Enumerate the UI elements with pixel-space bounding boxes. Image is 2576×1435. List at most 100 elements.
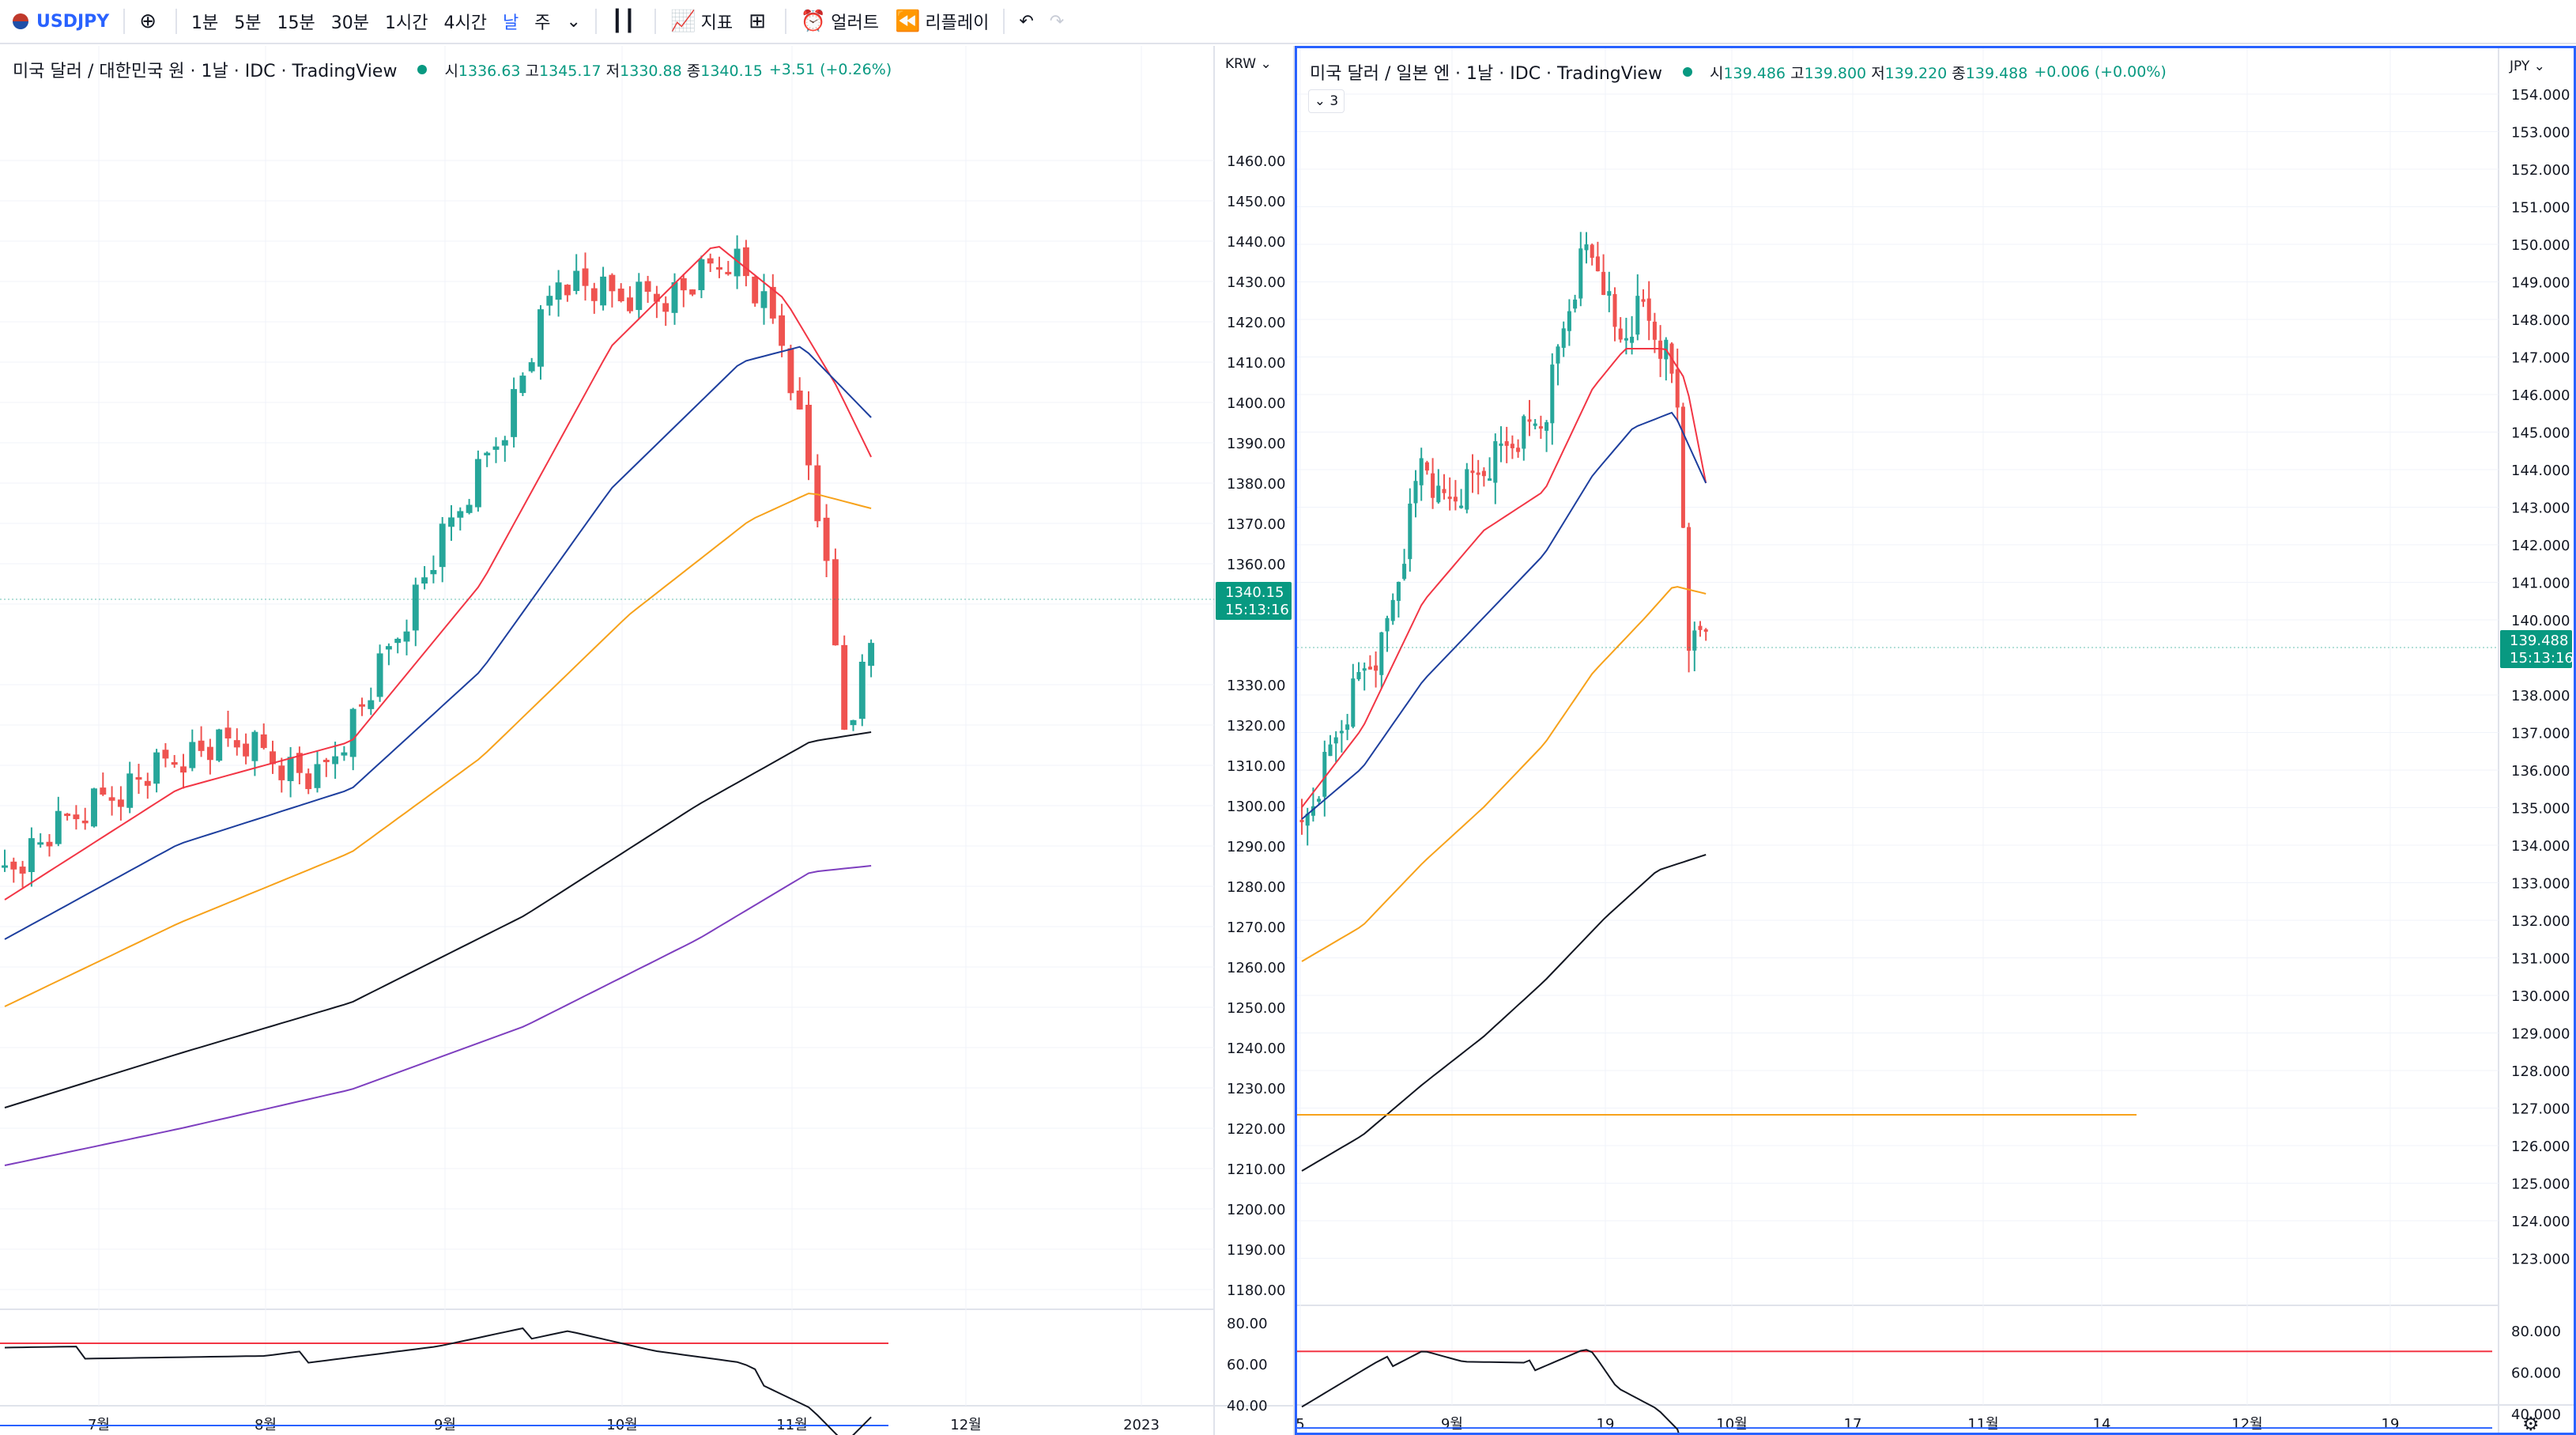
usdkrw-title[interactable]: 미국 달러 / 대한민국 원 · 1날 · IDC · TradingView <box>13 62 398 81</box>
candle <box>707 258 714 264</box>
chart-type-button[interactable]: ┃┃ <box>603 0 648 43</box>
usdkrw-chart-canvas[interactable]: KRW ⌄ 1460.00 1450.00 1440.00 1430.00 1420.00… <box>0 46 1293 1435</box>
pane-divider[interactable] <box>1293 46 1295 1435</box>
redo-button[interactable]: ↷ <box>1042 0 1072 43</box>
compare-button[interactable]: ⊕ <box>131 0 169 43</box>
price-tick-label: 148.000 <box>2511 312 2570 329</box>
collapse-indicators-button[interactable]: ⌄ 3 <box>1308 89 1345 113</box>
price-tick-label: 142.000 <box>2511 538 2570 554</box>
candle <box>1624 338 1628 341</box>
candle <box>1476 472 1480 475</box>
chart-pane-usdjpy[interactable]: JPY ⌄ 154.000 153.000 152.000 151.000 150.000… <box>1295 46 2576 1435</box>
candle <box>198 740 205 751</box>
candle <box>1510 444 1514 448</box>
price-tick-label: 1290.00 <box>1227 839 1285 855</box>
interval-1h[interactable]: 1시간 <box>384 13 428 33</box>
price-tick-label: 147.000 <box>2511 350 2570 367</box>
alert-button[interactable]: ⏰ 얼러트 <box>793 0 887 43</box>
time-tick-label: 12월 <box>2231 1416 2262 1433</box>
price-tick-label: 1420.00 <box>1227 315 1285 331</box>
price-tick-label: 1260.00 <box>1227 960 1285 976</box>
candle <box>251 731 258 761</box>
rewind-icon: ⏪ <box>894 9 921 33</box>
candle <box>769 286 776 319</box>
candle <box>1652 321 1657 340</box>
candle <box>805 404 812 466</box>
candle <box>617 289 624 302</box>
price-tick-label: 126.000 <box>2511 1139 2570 1155</box>
price-tick-label: 141.000 <box>2511 576 2570 592</box>
candle <box>46 841 53 847</box>
candle <box>314 764 321 788</box>
currency-label: JPY ⌄ <box>2509 59 2545 74</box>
candle <box>680 278 687 291</box>
candle <box>421 577 428 584</box>
price-tick-label: 1240.00 <box>1227 1040 1285 1057</box>
chart-pane-usdkrw[interactable]: KRW ⌄ 1460.00 1450.00 1440.00 1430.00 1420.00… <box>0 46 1293 1435</box>
change-value: +0.006 (+0.00%) <box>2034 63 2167 81</box>
candle <box>1533 423 1537 426</box>
redo-icon: ↷ <box>1049 11 1065 32</box>
candle <box>117 799 124 807</box>
candle <box>1390 599 1395 621</box>
interval-15m[interactable]: 15분 <box>277 13 315 33</box>
candle <box>519 376 526 394</box>
candle <box>73 814 80 820</box>
candle <box>153 752 160 784</box>
candle <box>734 248 741 277</box>
interval-30m[interactable]: 30분 <box>330 13 369 33</box>
price-tick-label: 1400.00 <box>1227 395 1285 412</box>
price-tick-label: 133.000 <box>2511 876 2570 893</box>
price-tick-label: 138.000 <box>2511 688 2570 704</box>
candle <box>394 638 402 644</box>
candle <box>823 517 830 561</box>
candle <box>1442 489 1446 493</box>
interval-4h[interactable]: 4시간 <box>443 13 487 33</box>
candle <box>135 776 142 780</box>
price-tick-label: 1320.00 <box>1227 718 1285 734</box>
interval-week[interactable]: 주 <box>534 13 551 33</box>
indicator-count: 3 <box>1329 93 1339 109</box>
interval-dropdown[interactable]: ⌄ <box>558 0 588 43</box>
candle <box>1680 406 1685 528</box>
price-tick-label: 1330.00 <box>1227 678 1285 694</box>
last-price-value: 1340.15 <box>1225 584 1284 601</box>
candle <box>81 820 89 824</box>
candle <box>1385 617 1390 632</box>
usdjpy-ohlc: 시139.486 고139.800 저139.220 종139.488 <box>1710 62 2027 83</box>
open-value: 139.486 <box>1723 64 1786 82</box>
candle <box>1356 672 1361 680</box>
candle <box>233 740 240 748</box>
symbol-search-button[interactable]: USDJPY <box>0 0 117 43</box>
market-status-icon <box>417 65 428 74</box>
undo-button[interactable]: ↶ <box>1011 0 1041 43</box>
candle <box>1527 419 1532 422</box>
candle <box>609 274 616 292</box>
candle <box>1339 731 1344 734</box>
candle <box>55 810 62 844</box>
candle <box>1396 581 1401 602</box>
candle <box>1311 806 1315 816</box>
candle <box>108 797 115 801</box>
usdjpy-title[interactable]: 미국 달러 / 일본 엔 · 1날 · IDC · TradingView <box>1310 64 1662 84</box>
price-tick-label: 1310.00 <box>1227 758 1285 775</box>
close-value: 139.488 <box>1965 64 2028 82</box>
interval-1m[interactable]: 1분 <box>191 13 219 33</box>
candle <box>1544 422 1549 431</box>
usdjpy-chart-canvas[interactable]: JPY ⌄ 154.000 153.000 152.000 151.000 150.000… <box>1297 48 2574 1433</box>
ma-blue <box>1301 411 1707 820</box>
interval-day[interactable]: 날 <box>502 13 519 33</box>
interval-5m[interactable]: 5분 <box>234 13 262 33</box>
candle <box>1374 665 1379 671</box>
candle <box>1413 481 1418 504</box>
ma-black <box>4 731 872 1108</box>
chevron-down-icon: ⌄ <box>566 11 581 32</box>
indicators-button[interactable]: 📈 지표 <box>662 0 741 43</box>
price-tick-label: 1460.00 <box>1227 153 1285 170</box>
time-tick-label: 19 <box>1597 1416 1615 1433</box>
candle <box>376 653 383 697</box>
layouts-button[interactable]: ⊞ <box>741 0 779 43</box>
price-tick-label: 153.000 <box>2511 125 2570 142</box>
high-value: 139.800 <box>1804 64 1867 82</box>
replay-button[interactable]: ⏪ 리플레이 <box>887 0 997 43</box>
